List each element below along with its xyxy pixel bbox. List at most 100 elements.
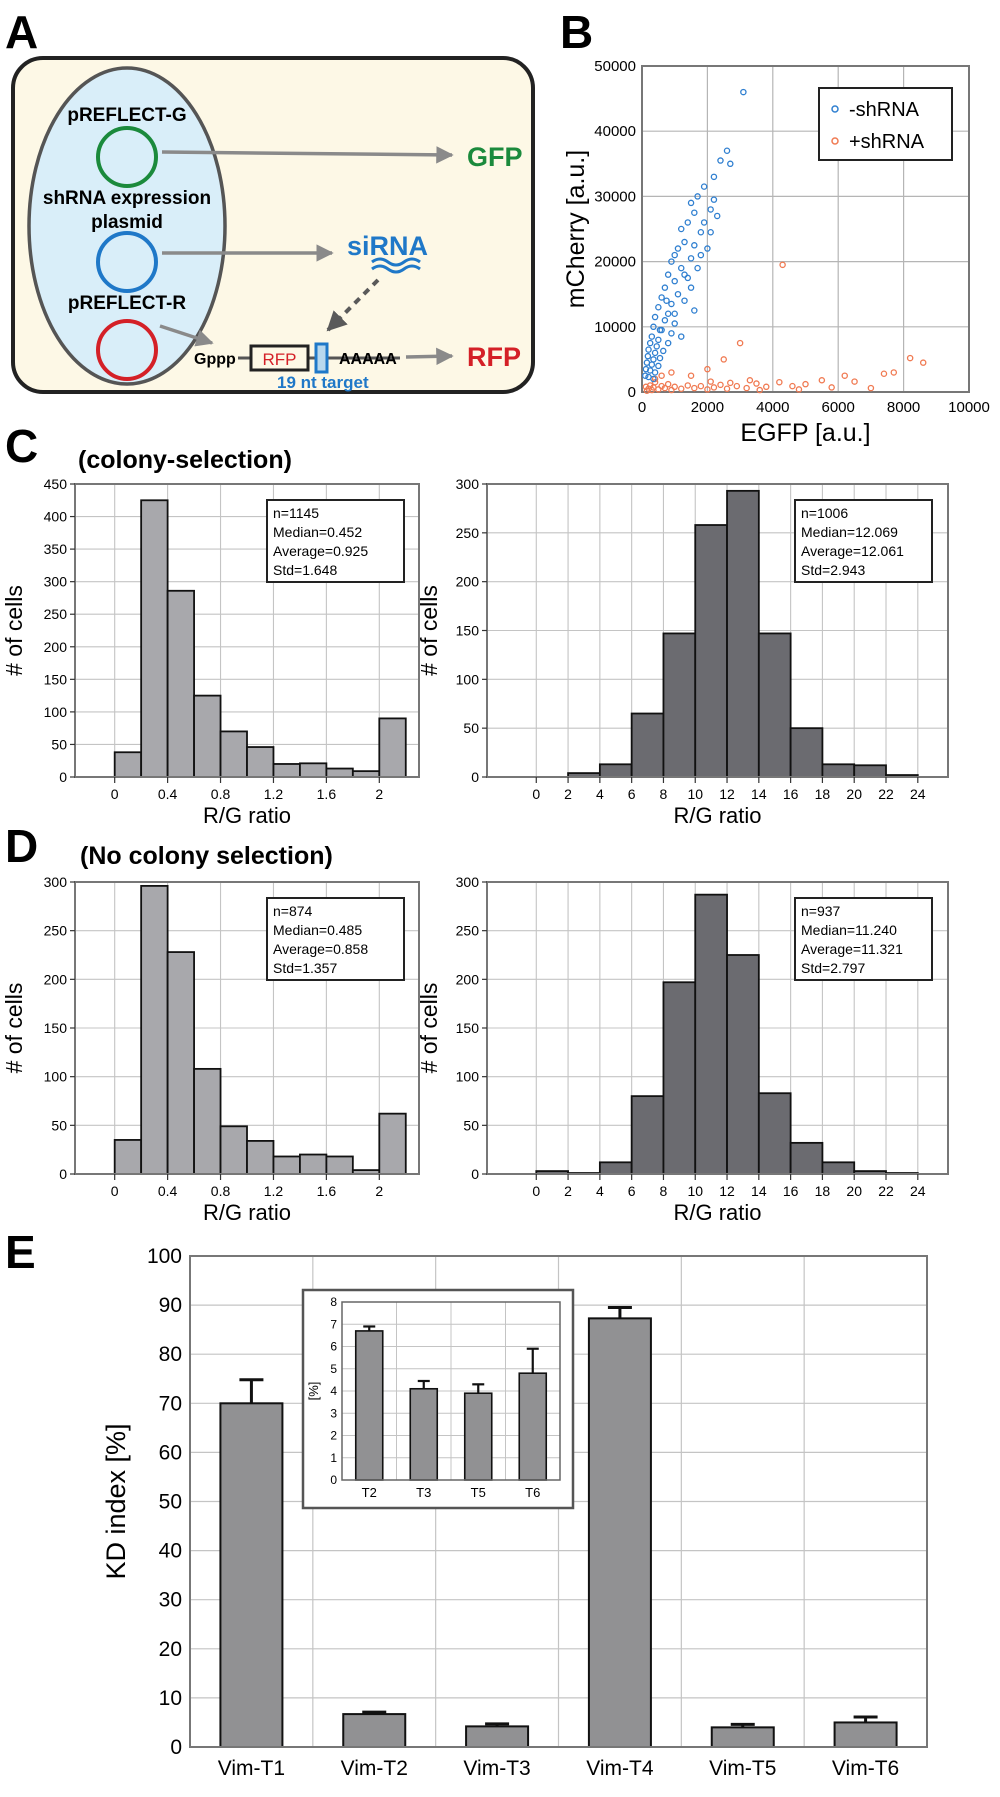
stats-line: Std=1.357 xyxy=(273,960,337,976)
scatter-point xyxy=(677,385,685,392)
stats-line: n=937 xyxy=(801,903,841,919)
histogram-bar xyxy=(246,1140,275,1175)
x-tick-label: 16 xyxy=(783,1183,799,1199)
category-label: Vim-T6 xyxy=(832,1757,899,1780)
scatter-point xyxy=(661,284,669,291)
y-tick-label: 50 xyxy=(159,1491,182,1514)
plasmid-g-circle xyxy=(96,126,158,188)
histogram-bar xyxy=(166,951,195,1175)
inset-y-tick-label: 0 xyxy=(330,1473,337,1487)
histogram-bar xyxy=(630,1095,665,1175)
scatter-point xyxy=(651,349,659,357)
histogram-bar xyxy=(662,981,697,1175)
y-tick-label: 150 xyxy=(44,671,68,687)
section-title-d: (No colony selection) xyxy=(80,842,333,870)
y-tick-label: 100 xyxy=(147,1245,182,1268)
category-label: Vim-T4 xyxy=(586,1757,654,1780)
scatter-point xyxy=(723,147,731,155)
y-tick-label: 400 xyxy=(44,509,68,525)
kd-bar xyxy=(833,1721,898,1748)
inset-bar xyxy=(409,1387,439,1481)
scatter-point xyxy=(890,369,898,376)
y-tick-label: 200 xyxy=(456,574,480,590)
scatter-point xyxy=(691,384,698,392)
x-tick-label: 14 xyxy=(751,1183,767,1199)
scatter-point xyxy=(668,330,675,337)
y-tick-label: 250 xyxy=(456,525,480,541)
plot-frame xyxy=(189,1255,928,1748)
scatter-point xyxy=(697,382,705,390)
y-tick-label: 70 xyxy=(159,1392,182,1415)
scatter-point xyxy=(720,356,728,363)
x-tick-label: 18 xyxy=(815,1183,831,1199)
histogram-bar xyxy=(299,1153,328,1175)
y-tick-label: 90 xyxy=(159,1294,182,1317)
y-tick-label: 100 xyxy=(456,671,480,687)
scatter-point xyxy=(743,384,750,392)
inset-y-tick-label: 1 xyxy=(330,1451,337,1465)
histogram-bar xyxy=(757,1092,792,1175)
scatter-point xyxy=(677,264,685,272)
x-tick-label: 12 xyxy=(719,786,735,802)
scatter-point xyxy=(906,354,914,362)
inset-bar xyxy=(518,1372,548,1481)
scatter-point xyxy=(727,160,734,168)
scatter-point xyxy=(779,261,786,269)
stats-box xyxy=(794,499,933,583)
y-axis-label: # of cells xyxy=(416,585,442,676)
scatter-point xyxy=(671,383,678,391)
x-tick-label: 1.6 xyxy=(317,1183,337,1199)
y-tick-label: 10 xyxy=(159,1687,182,1710)
legend-label: -shRNA xyxy=(849,99,920,121)
scatter-point xyxy=(707,229,714,236)
x-tick-label: 0.8 xyxy=(211,786,231,802)
y-tick-label: 50 xyxy=(463,1117,479,1133)
y-tick-label: 350 xyxy=(44,541,68,557)
y-tick-label: 0 xyxy=(170,1736,182,1759)
y-tick-label: 100 xyxy=(44,704,68,720)
scatter-point xyxy=(658,294,665,301)
x-tick-label: 4000 xyxy=(756,399,789,416)
plot-frame xyxy=(74,483,420,778)
histogram-bar xyxy=(378,717,407,778)
histogram-bar xyxy=(113,1139,143,1175)
histogram-bar xyxy=(272,1155,301,1175)
scatter-point xyxy=(642,372,649,379)
scatter-point xyxy=(691,307,698,314)
y-tick-label: 10000 xyxy=(594,319,636,336)
inset-category-label: T5 xyxy=(471,1485,486,1500)
histogram-bar xyxy=(821,763,856,778)
x-tick-label: 4 xyxy=(596,1183,604,1199)
scatter-point xyxy=(671,251,678,259)
scatter-point xyxy=(650,356,657,363)
histogram-bar xyxy=(140,884,169,1175)
scatter-point xyxy=(653,343,660,350)
histogram-bar xyxy=(821,1161,856,1175)
stats-line: Median=12.069 xyxy=(801,524,898,540)
scatter-point xyxy=(694,264,701,272)
histogram-bar xyxy=(598,763,633,778)
scatter-point xyxy=(776,378,783,386)
y-tick-label: 150 xyxy=(44,1020,68,1036)
inset-y-axis-label: [%] xyxy=(306,1382,321,1401)
y-tick-label: 20000 xyxy=(594,254,636,271)
scatter-point xyxy=(658,372,665,379)
scatter-point xyxy=(681,238,688,246)
polya-label: AAAAA xyxy=(339,351,397,368)
scatter-point xyxy=(700,219,708,226)
histogram-bar xyxy=(789,727,824,778)
histogram-bar xyxy=(378,1112,407,1175)
x-axis-label: R/G ratio xyxy=(203,1200,291,1225)
panel-label-e: E xyxy=(5,1226,36,1278)
y-tick-label: 60 xyxy=(159,1441,182,1464)
scatter-point xyxy=(642,383,650,391)
histogram-bar xyxy=(272,763,301,778)
scatter-point xyxy=(880,370,888,377)
stats-line: Average=11.321 xyxy=(801,941,903,957)
stats-line: Median=0.452 xyxy=(273,524,362,540)
stats-line: Std=2.797 xyxy=(801,960,865,976)
histogram-bar xyxy=(598,1161,633,1175)
scatter-point xyxy=(704,365,711,373)
scatter-point xyxy=(646,339,654,347)
